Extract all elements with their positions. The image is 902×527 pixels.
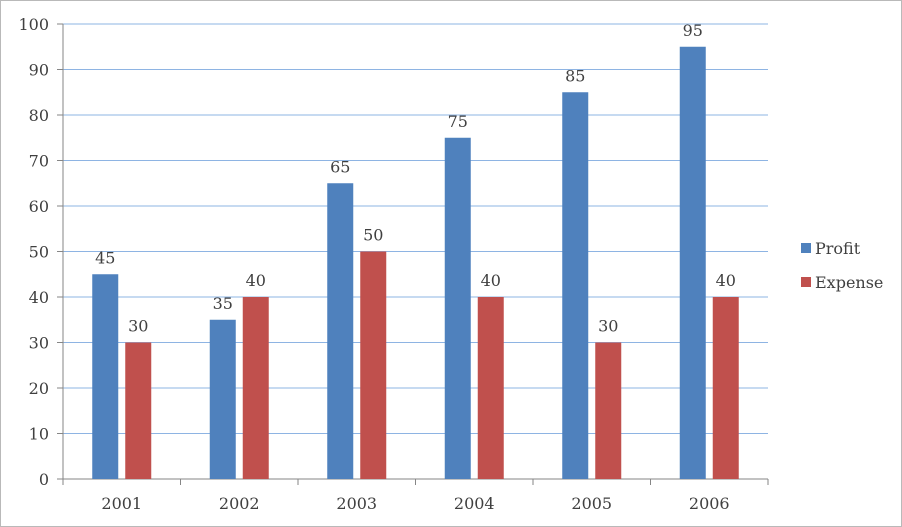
data-label-expense: 30 xyxy=(598,317,618,336)
data-label-profit: 65 xyxy=(330,157,350,176)
y-tick-label: 80 xyxy=(29,106,49,125)
legend-swatch-expense xyxy=(801,277,811,287)
bar-profit-2003 xyxy=(327,183,354,479)
bar-expense-2004 xyxy=(477,297,504,479)
y-tick-label: 70 xyxy=(29,152,49,171)
bar-expense-2003 xyxy=(360,251,387,479)
data-label-expense: 40 xyxy=(246,271,266,290)
x-tick-label: 2006 xyxy=(689,494,730,513)
data-label-profit: 85 xyxy=(565,66,585,85)
bars xyxy=(92,46,739,479)
y-tick-label: 30 xyxy=(29,334,49,353)
data-label-profit: 35 xyxy=(213,294,233,313)
legend-swatch-profit xyxy=(801,243,811,253)
x-tick-label: 2003 xyxy=(336,494,377,513)
gridlines xyxy=(63,23,768,434)
x-tick-label: 2005 xyxy=(571,494,612,513)
x-tick-label: 2001 xyxy=(101,494,142,513)
bar-expense-2006 xyxy=(712,297,739,479)
x-tick-label: 2004 xyxy=(454,494,495,513)
y-tick-label: 90 xyxy=(29,61,49,80)
y-tick-label: 0 xyxy=(39,470,49,489)
data-label-expense: 50 xyxy=(363,226,383,245)
bar-expense-2002 xyxy=(242,297,269,479)
y-tick-label: 60 xyxy=(29,197,49,216)
bar-expense-2001 xyxy=(125,342,152,479)
data-labels: 45 35 65 75 85 95 30 40 50 40 30 40 xyxy=(95,21,736,336)
bar-profit-2006 xyxy=(679,46,706,479)
data-label-expense: 40 xyxy=(716,271,736,290)
y-tick-label: 100 xyxy=(18,15,49,34)
data-label-profit: 95 xyxy=(683,21,703,40)
y-tick-label: 50 xyxy=(29,243,49,262)
bar-profit-2004 xyxy=(444,137,471,479)
legend-label-profit: Profit xyxy=(815,239,861,258)
legend: Profit Expense xyxy=(801,239,883,292)
data-label-expense: 30 xyxy=(128,317,148,336)
data-label-profit: 75 xyxy=(448,112,468,131)
bar-profit-2002 xyxy=(209,319,236,479)
y-tick-label: 10 xyxy=(29,425,49,444)
bar-profit-2001 xyxy=(92,274,119,479)
axes: 0 10 20 30 40 50 60 70 80 90 100 2001 2002 2003 2004 20… xyxy=(18,15,769,513)
legend-label-expense: Expense xyxy=(815,273,883,292)
bar-expense-2005 xyxy=(595,342,622,479)
y-tick-label: 40 xyxy=(29,288,49,307)
y-tick-label: 20 xyxy=(29,379,49,398)
bar-profit-2005 xyxy=(562,92,589,479)
data-label-expense: 40 xyxy=(481,271,501,290)
x-tick-label: 2002 xyxy=(219,494,260,513)
data-label-profit: 45 xyxy=(95,248,115,267)
